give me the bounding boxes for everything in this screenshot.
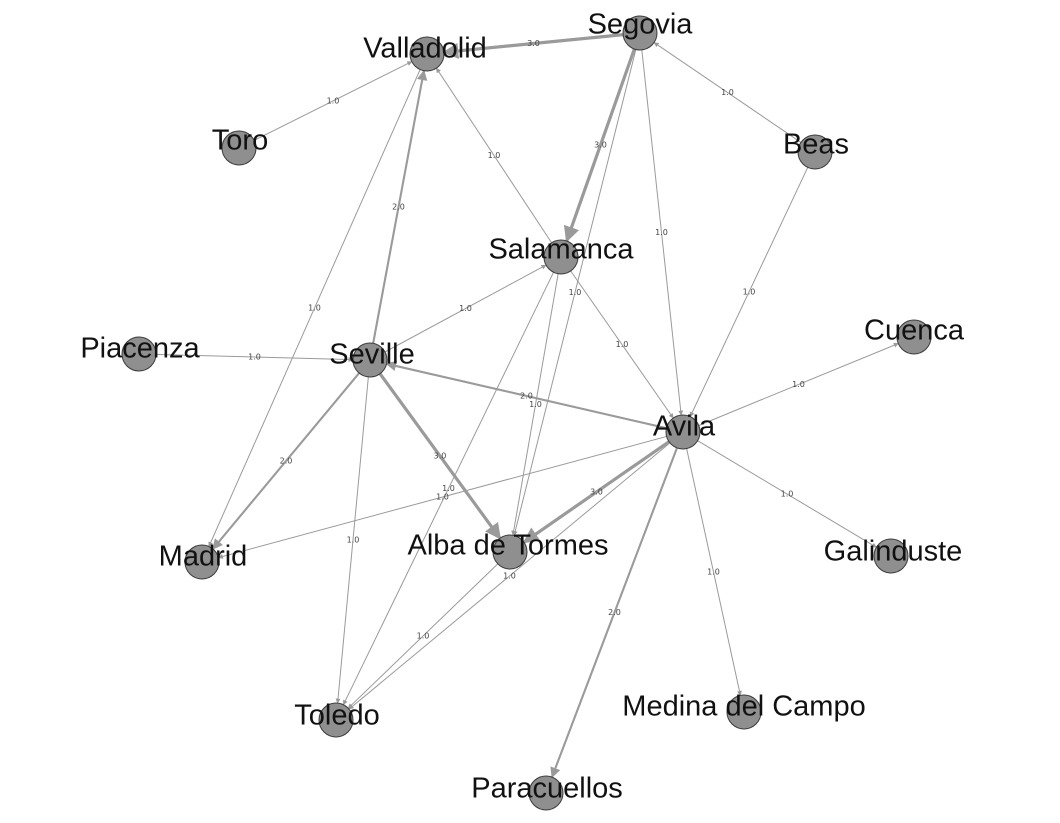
edge-weight-label: 3.0 <box>527 39 540 48</box>
nodes-layer <box>121 15 932 811</box>
edge-weight-label: 1.0 <box>569 288 582 297</box>
edge-weight-label: 1.0 <box>721 88 734 97</box>
edge-weight-label: 1.0 <box>248 353 261 362</box>
edge-weight-label: 1.0 <box>655 228 668 237</box>
node-valladolid[interactable] <box>409 36 445 72</box>
edge-avila-medina <box>684 441 742 696</box>
edge-piacenza-seville <box>149 353 354 362</box>
edge-weight-label: 2.0 <box>520 392 533 401</box>
node-label-seville: Seville <box>329 339 414 371</box>
node-label-toledo: Toledo <box>294 700 379 732</box>
node-label-beas: Beas <box>783 129 849 161</box>
labels-layer: Segovia Valladolid Toro Beas Salamanca Cuenca… <box>80 9 965 805</box>
edge-valladolid-madrid <box>208 63 424 547</box>
node-paracuellos[interactable] <box>528 775 564 811</box>
node-label-medina: Medina del Campo <box>622 691 865 723</box>
node-cuenca[interactable] <box>896 319 932 355</box>
edge-avila-galinduste <box>691 436 877 548</box>
edge-weight-label: 2.0 <box>608 608 621 617</box>
node-label-madrid: Madrid <box>159 541 248 573</box>
edge-weight-label: 1.0 <box>308 304 321 313</box>
edge-weight-label: 1.0 <box>707 568 720 577</box>
edge-avila-toledo <box>348 438 676 710</box>
node-label-salamanca: Salamanca <box>488 234 634 266</box>
node-segovia[interactable] <box>622 15 658 51</box>
edge-weight-label: 1.0 <box>327 97 340 106</box>
edge-weight-label: 1.0 <box>781 490 794 499</box>
edge-segovia-alba <box>512 42 638 536</box>
node-galinduste[interactable] <box>873 538 909 574</box>
node-toro[interactable] <box>221 130 257 166</box>
node-label-alba: Alba de Tormes <box>408 530 609 562</box>
node-label-cuenca: Cuenca <box>864 315 965 347</box>
edge-weight-label: 1.0 <box>488 151 501 160</box>
edge-avila-seville <box>385 360 674 431</box>
node-label-piacenza: Piacenza <box>80 333 200 365</box>
edge-weight-label: 3.0 <box>434 452 447 461</box>
edge-weight-label: 1.0 <box>529 400 542 409</box>
edge-weight-label: 2.0 <box>280 457 293 466</box>
node-toledo[interactable] <box>318 702 354 738</box>
node-salamanca[interactable] <box>543 239 579 275</box>
node-avila[interactable] <box>665 414 701 450</box>
node-label-valladolid: Valladolid <box>363 33 487 65</box>
edge-weight-label: 3.0 <box>594 141 607 150</box>
node-alba[interactable] <box>492 534 528 570</box>
edge-weight-label: 3.0 <box>590 488 603 497</box>
edge-avila-madrid <box>217 434 674 559</box>
edge-seville-alba <box>374 367 502 540</box>
edge-segovia-avila <box>640 43 684 416</box>
node-madrid[interactable] <box>184 544 220 580</box>
edge-avila-alba <box>522 436 676 544</box>
edge-weight-label: 1.0 <box>616 340 629 349</box>
edge-weight-label: 1.0 <box>503 572 516 581</box>
node-label-toro: Toro <box>212 125 268 157</box>
edge-labels-layer: 3.03.01.01.01.01.01.01.01.01.01.01.02.01… <box>248 39 805 641</box>
edge-alba-toledo <box>347 558 504 709</box>
edge-weight-label: 1.0 <box>347 536 360 545</box>
edge-seville-salamanca <box>378 264 547 356</box>
edge-seville-toledo <box>335 370 370 704</box>
edge-avila-paracuellos <box>550 441 681 779</box>
edge-weight-label: 2.0 <box>392 203 405 212</box>
edge-segovia-salamanca <box>563 42 639 243</box>
node-piacenza[interactable] <box>121 336 157 372</box>
edge-weight-label: 1.0 <box>436 493 449 502</box>
edge-salamanca-avila <box>566 265 674 419</box>
edge-avila-cuenca <box>692 342 899 429</box>
edge-salamanca-alba <box>511 267 560 536</box>
edge-salamanca-valladolid <box>435 67 556 249</box>
edge-seville-valladolid <box>370 69 428 351</box>
node-medina[interactable] <box>726 694 762 730</box>
edge-seville-madrid <box>212 367 365 550</box>
edge-toro-valladolid <box>247 61 413 144</box>
node-label-segovia: Segovia <box>588 9 694 41</box>
node-beas[interactable] <box>797 134 833 170</box>
node-seville[interactable] <box>352 342 388 378</box>
edge-weight-label: 1.0 <box>417 632 430 641</box>
node-label-paracuellos: Paracuellos <box>471 773 623 805</box>
node-label-avila: Avila <box>653 411 716 443</box>
edges-layer <box>149 32 899 779</box>
edge-weight-label: 1.0 <box>792 380 805 389</box>
edge-salamanca-toledo <box>342 265 557 706</box>
edge-beas-avila <box>689 160 812 418</box>
edge-beas-segovia <box>653 42 807 147</box>
edge-segovia-valladolid <box>442 32 630 59</box>
edge-weight-label: 1.0 <box>743 288 756 297</box>
edge-weight-label: 1.0 <box>459 304 472 313</box>
node-label-galinduste: Galinduste <box>824 536 963 568</box>
edge-weight-label: 1.0 <box>442 484 455 493</box>
